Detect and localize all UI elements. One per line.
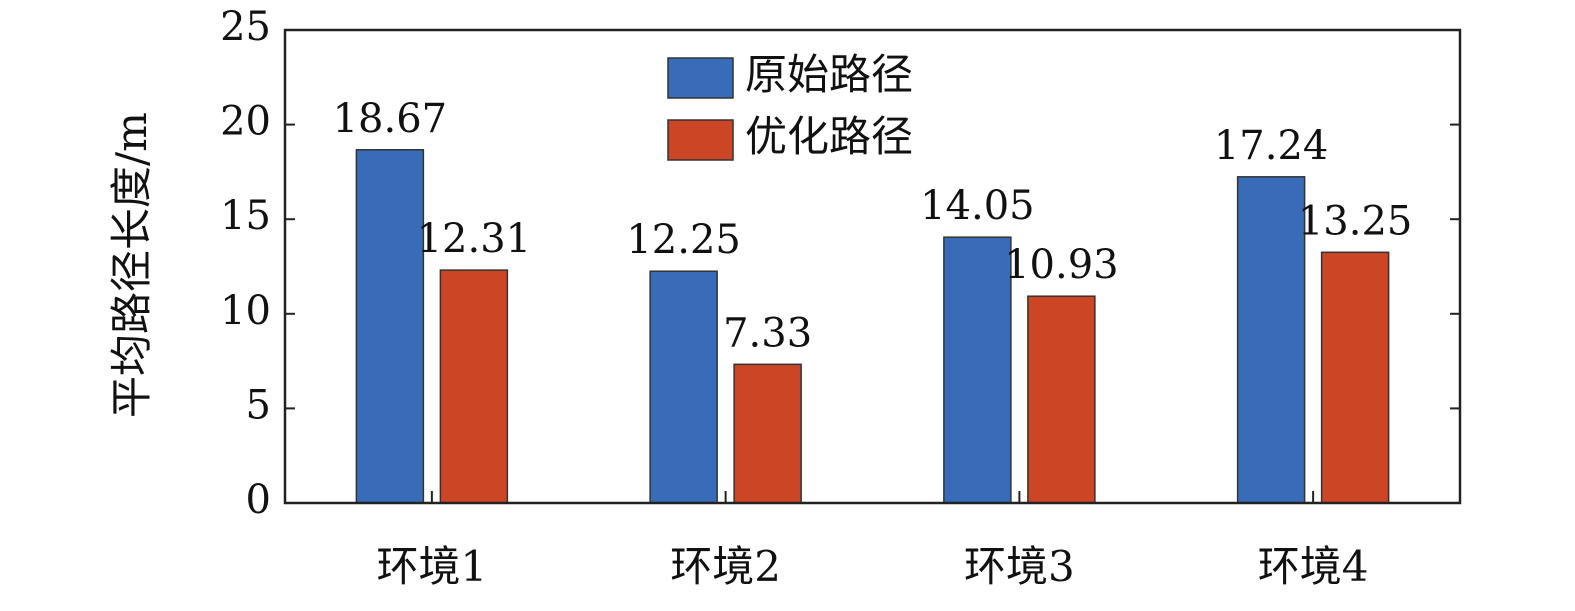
legend-swatch [667,119,734,161]
y-tick-label: 15 [220,193,271,239]
y-tick-label: 5 [246,382,271,428]
x-tick-label: 环境2 [670,542,781,591]
value-label: 7.33 [723,310,812,356]
x-tick-label: 环境1 [377,542,488,591]
y-axis-label: 平均路径长度/m [107,112,156,418]
legend-label: 原始路径 [745,50,913,99]
x-tick-label: 环境4 [1258,542,1369,591]
value-label: 14.05 [920,183,1035,229]
bar [1027,295,1096,504]
value-label: 12.25 [626,217,741,263]
bar [355,149,425,504]
y-tick-label: 10 [220,288,271,334]
x-tick-label: 环境3 [964,542,1075,591]
value-label: 18.67 [333,96,448,142]
value-label: 13.25 [1298,198,1413,244]
bar [439,269,509,504]
value-label: 12.31 [417,216,532,262]
value-label: 10.93 [1004,242,1119,288]
legend-swatch [667,57,734,99]
bar [649,270,718,504]
legend-label: 优化路径 [745,112,913,161]
value-label: 17.24 [1214,123,1329,169]
y-tick-label: 0 [246,477,271,523]
bar [733,363,802,504]
bar [1236,176,1306,504]
bar [943,236,1012,504]
y-tick-label: 25 [220,4,271,50]
bar [1320,251,1390,504]
y-tick-label: 20 [220,99,271,145]
plot-frame [283,28,1462,505]
